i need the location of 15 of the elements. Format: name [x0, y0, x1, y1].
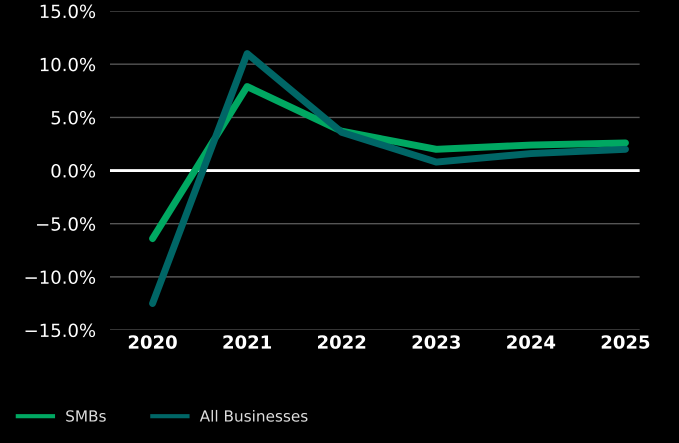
x-tick-label: 2022 [318, 335, 366, 349]
legend-label: SMBs [66, 410, 106, 422]
y-tick-label: −10.0% [26, 270, 96, 284]
y-tick-label: −5.0% [37, 217, 96, 231]
x-tick-label: 2025 [602, 335, 650, 349]
y-tick-label: 0.0% [51, 164, 96, 178]
x-tick-label: 2021 [223, 335, 272, 349]
y-tick-label: 10.0% [40, 58, 96, 72]
x-tick-label: 2023 [412, 335, 460, 349]
y-tick-label: −15.0% [26, 323, 96, 338]
y-tick-label: 5.0% [52, 110, 96, 125]
x-tick-label: 2020 [128, 335, 177, 349]
x-tick-label: 2024 [507, 335, 556, 349]
legend-label: All Businesses [200, 410, 308, 422]
y-tick-label: 15.0% [40, 4, 96, 18]
